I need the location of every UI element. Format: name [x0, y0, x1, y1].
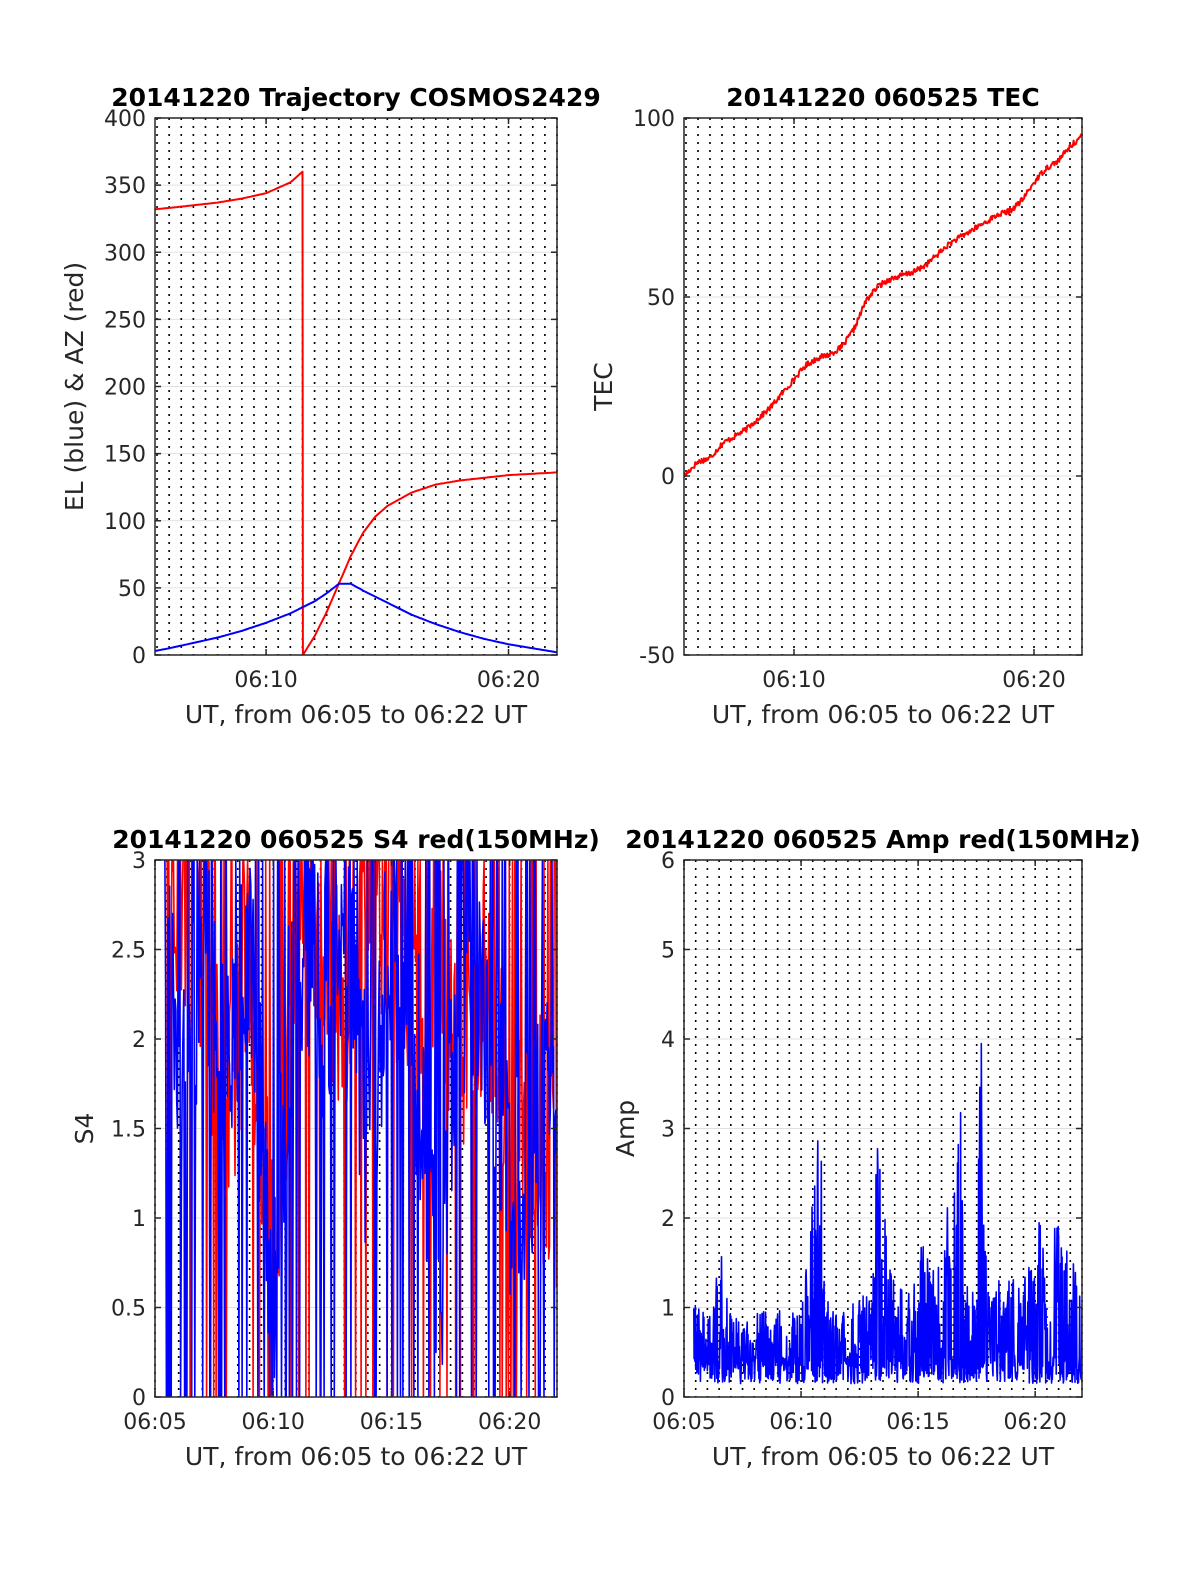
y-tick-label: 150 [104, 443, 146, 468]
x-axis-label: UT, from 06:05 to 06:22 UT [712, 700, 1055, 729]
y-tick-label: 3 [661, 1118, 675, 1143]
series-group-amp [693, 1042, 1082, 1385]
x-axis-label: UT, from 06:05 to 06:22 UT [712, 1442, 1055, 1471]
y-tick-label: 3 [132, 849, 146, 874]
y-tick-label: 50 [118, 577, 146, 602]
panel-amp: 0 1 2 3 4 5 6 06:05 06:10 06:15 06:20 20141220 0605… [611, 825, 1141, 1471]
y-axis-label: TEC [589, 362, 618, 412]
panel-tec: -50 0 50 100 06:10 06:20 20141220 060525 TEC UT… [589, 83, 1083, 729]
x-axis-label: UT, from 06:05 to 06:22 UT [185, 700, 528, 729]
y-tick-label: 1 [661, 1297, 675, 1322]
y-tick-label: 0 [132, 644, 146, 669]
y-tick-label: 0 [661, 465, 675, 490]
axes-box [683, 117, 1083, 656]
panel-s4: 0 0.5 1 1.5 2 2.5 3 06:05 06:10 06:15 06:20 2014122… [70, 825, 600, 1471]
x-tick-label: 06:05 [123, 1410, 186, 1435]
y-tick-label: 2 [661, 1207, 675, 1232]
y-tick-label: 250 [104, 308, 146, 333]
series-line-el [155, 582, 557, 654]
y-axis-label: EL (blue) & AZ (red) [60, 262, 89, 511]
y-tick-label: 2.5 [111, 939, 146, 964]
y-tick-label: 0.5 [111, 1297, 146, 1322]
y-tick-label: 400 [104, 107, 146, 132]
x-axis-label: UT, from 06:05 to 06:22 UT [185, 1442, 528, 1471]
x-tick-label: 06:20 [477, 668, 540, 693]
series-line-tec [684, 133, 1082, 478]
series-group-s4 [164, 860, 557, 1397]
y-tick-label: 100 [104, 510, 146, 535]
x-tick-label: 06:15 [886, 1410, 949, 1435]
x-tick-label: 06:15 [360, 1410, 423, 1435]
y-tick-label: -50 [639, 644, 675, 669]
chart-title: 20141220 060525 S4 red(150MHz) [112, 825, 600, 854]
y-tick-label: 1.5 [111, 1118, 146, 1143]
series-line-az [155, 170, 557, 655]
x-tick-label: 06:20 [478, 1410, 541, 1435]
y-tick-label: 0 [132, 1386, 146, 1411]
x-tick-label: 06:05 [652, 1410, 715, 1435]
y-axis-label: Amp [611, 1100, 640, 1157]
x-tick-label: 06:20 [1003, 1410, 1066, 1435]
y-tick-label: 300 [104, 241, 146, 266]
y-axis-label: S4 [70, 1113, 99, 1145]
x-tick-label: 06:20 [1002, 668, 1065, 693]
y-tick-label: 2 [132, 1028, 146, 1053]
y-tick-label: 350 [104, 174, 146, 199]
series-group-trajectory [155, 170, 557, 655]
y-tick-label: 50 [647, 286, 675, 311]
panel-trajectory: 0 50 100 150 200 250 300 350 400 06:10 06:20 201412… [60, 83, 601, 729]
y-tick-label: 1 [132, 1207, 146, 1232]
series-group-tec [684, 133, 1082, 478]
series-line-amp [693, 1042, 1082, 1385]
y-tick-label: 100 [633, 107, 675, 132]
x-tick-label: 06:10 [769, 1410, 832, 1435]
y-tick-label: 4 [661, 1028, 675, 1053]
y-tick-label: 5 [661, 939, 675, 964]
x-tick-label: 06:10 [234, 668, 297, 693]
chart-title: 20141220 060525 TEC [726, 83, 1039, 112]
x-tick-label: 06:10 [762, 668, 825, 693]
series-line-s4_blue [164, 860, 557, 1397]
y-tick-label: 0 [661, 1386, 675, 1411]
y-tick-label: 200 [104, 376, 146, 401]
x-tick-label: 06:10 [242, 1410, 305, 1435]
chart-title: 20141220 060525 Amp red(150MHz) [625, 825, 1141, 854]
y-tick-label: 6 [661, 849, 675, 874]
chart-title: 20141220 Trajectory COSMOS2429 [111, 83, 601, 112]
